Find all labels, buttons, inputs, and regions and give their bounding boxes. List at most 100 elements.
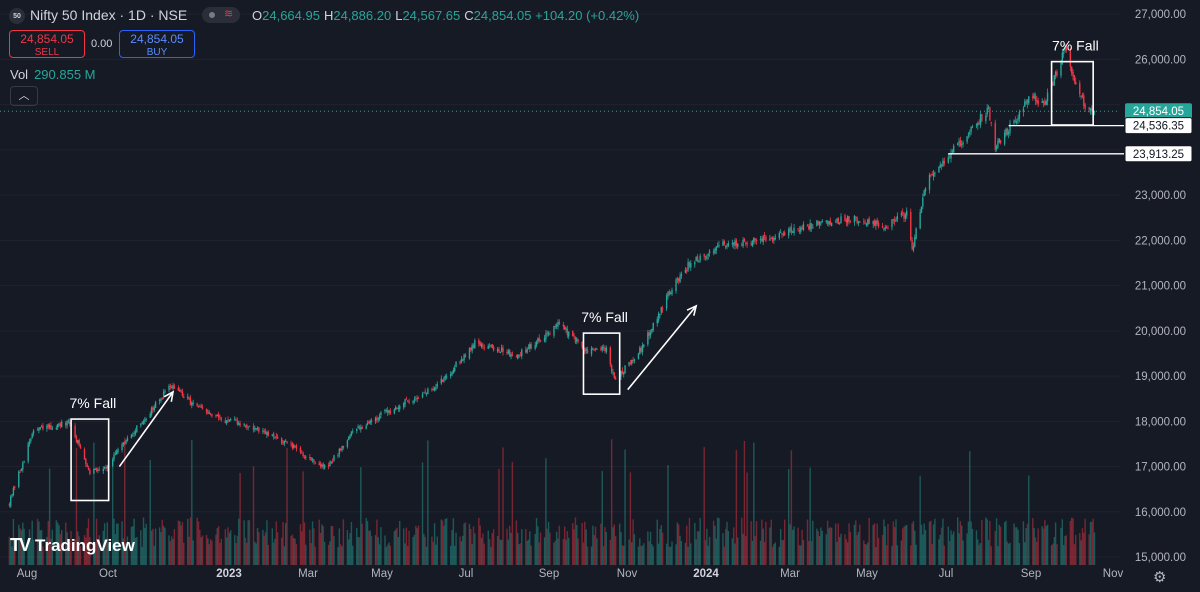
volume-bar [872, 524, 874, 566]
symbol-title[interactable]: Nifty 50 Index · 1D · NSE [30, 7, 188, 23]
candle [254, 428, 256, 430]
volume-bar [248, 520, 251, 566]
candle [256, 427, 259, 429]
volume-bar [547, 521, 550, 566]
volume-bar [594, 526, 597, 566]
volume-bar [132, 526, 134, 566]
candle [900, 213, 903, 216]
price-tag [1124, 117, 1193, 135]
candle [449, 374, 452, 376]
candle [660, 307, 662, 313]
candle [745, 242, 747, 244]
volume-bar [1022, 521, 1025, 566]
volume-bar [1061, 519, 1064, 566]
volume-bar [133, 518, 135, 566]
volume-bar [234, 535, 236, 566]
volume-bar [998, 524, 1000, 566]
volume-bar [441, 520, 444, 566]
fall-box [1050, 60, 1094, 126]
volume-bar [826, 520, 829, 566]
candle [236, 420, 239, 425]
volume-bar [370, 535, 373, 566]
volume-bar [86, 528, 88, 566]
candle [440, 378, 442, 384]
candle [714, 249, 716, 254]
volume-bar [847, 542, 849, 566]
volume-bar [631, 542, 633, 566]
candle [28, 441, 31, 445]
volume-bar [179, 521, 181, 566]
y-tick-label: 19,000.00 [1135, 371, 1186, 383]
candle [1091, 108, 1093, 112]
candle [623, 372, 625, 375]
candle [985, 115, 987, 122]
price-axis[interactable]: 15,000.00 16,000.00 17,000.00 18,000.00 19,0… [1124, 9, 1193, 564]
candle [152, 407, 154, 411]
volume-bar [1017, 529, 1019, 566]
volume-bar [342, 519, 345, 566]
volume-bar [102, 530, 104, 566]
candle [200, 406, 202, 408]
volume-bar [1050, 545, 1053, 566]
volume-bar [160, 532, 162, 566]
volume-bar [103, 523, 106, 566]
volume-bar [750, 521, 752, 566]
candle [962, 142, 964, 145]
volume-bar [971, 528, 974, 566]
volume-bar [977, 539, 979, 566]
volume-bar [942, 518, 944, 566]
candle [408, 401, 410, 403]
buy-label: BUY [146, 47, 168, 58]
candle [731, 243, 734, 245]
volume-bar [661, 532, 664, 566]
candle [1036, 100, 1038, 103]
candle [959, 140, 962, 147]
volume-bar [51, 529, 54, 566]
volume-bar [838, 536, 841, 566]
candle [948, 156, 951, 158]
volume-bar [699, 518, 701, 566]
volume-bar [979, 542, 982, 566]
candle [66, 420, 68, 426]
volume-bar [346, 530, 349, 566]
volume-bar [478, 517, 480, 566]
volume-bar [228, 532, 231, 566]
buy-button[interactable]: 24,854.05 BUY [119, 30, 195, 58]
candle [563, 325, 566, 330]
x-tick-label: May [371, 568, 393, 580]
candle [380, 412, 382, 416]
candle [704, 255, 707, 258]
candle [192, 402, 194, 404]
chevron-up-icon[interactable]: ︿ [10, 86, 38, 106]
gear-icon[interactable]: ⚙ [1153, 569, 1167, 586]
tradingview-brand[interactable]: TV TradingView [10, 535, 135, 556]
volume-bar [537, 526, 539, 566]
candle [275, 436, 278, 438]
volume-bar [145, 523, 147, 566]
status-indicators[interactable]: ≋ [202, 7, 240, 23]
candle [612, 372, 614, 374]
volume-bar [201, 535, 204, 566]
volume-bar [986, 519, 988, 566]
candle [444, 375, 447, 379]
volume-bar [781, 539, 783, 566]
candle [482, 345, 484, 347]
volume-bar [435, 544, 437, 566]
volume-bar [1081, 528, 1084, 566]
volume-bar [239, 472, 241, 566]
volume-bars [8, 437, 1096, 566]
candle [169, 385, 172, 387]
candle [970, 126, 972, 132]
index-logo-text: 50 [13, 12, 21, 20]
time-axis[interactable]: Aug Oct 2023 Mar May Jul Sep Nov 2024 Mar May Jul Se… [17, 568, 1124, 580]
sell-button[interactable]: 24,854.05 SELL [9, 30, 85, 58]
candle [952, 145, 955, 153]
volume-bar [695, 539, 697, 566]
volume-bar [515, 520, 518, 566]
volume-bar [726, 521, 728, 566]
candle [671, 289, 673, 295]
candle [421, 394, 424, 398]
volume-bar [333, 536, 335, 566]
